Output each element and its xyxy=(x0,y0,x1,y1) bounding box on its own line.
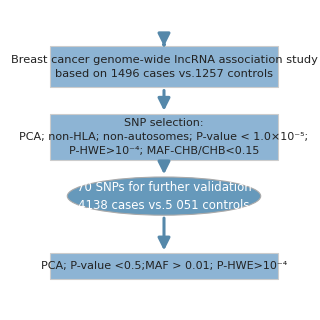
FancyBboxPatch shape xyxy=(50,253,278,279)
FancyBboxPatch shape xyxy=(50,114,278,160)
FancyBboxPatch shape xyxy=(50,46,278,87)
Text: Breast cancer genome-wide lncRNA association study
based on 1496 cases vs.1257 c: Breast cancer genome-wide lncRNA associa… xyxy=(11,55,317,79)
Text: 70 SNPs for further validation
4138 cases vs.5 051 controls: 70 SNPs for further validation 4138 case… xyxy=(76,180,252,212)
Text: SNP selection:
PCA; non-HLA; non-autosomes; P-value < 1.0×10⁻⁵;
P-HWE>10⁻⁴; MAF-: SNP selection: PCA; non-HLA; non-autosom… xyxy=(20,117,308,156)
Ellipse shape xyxy=(67,177,261,215)
Text: PCA; P-value <0.5;MAF > 0.01; P-HWE>10⁻⁴: PCA; P-value <0.5;MAF > 0.01; P-HWE>10⁻⁴ xyxy=(41,261,287,271)
